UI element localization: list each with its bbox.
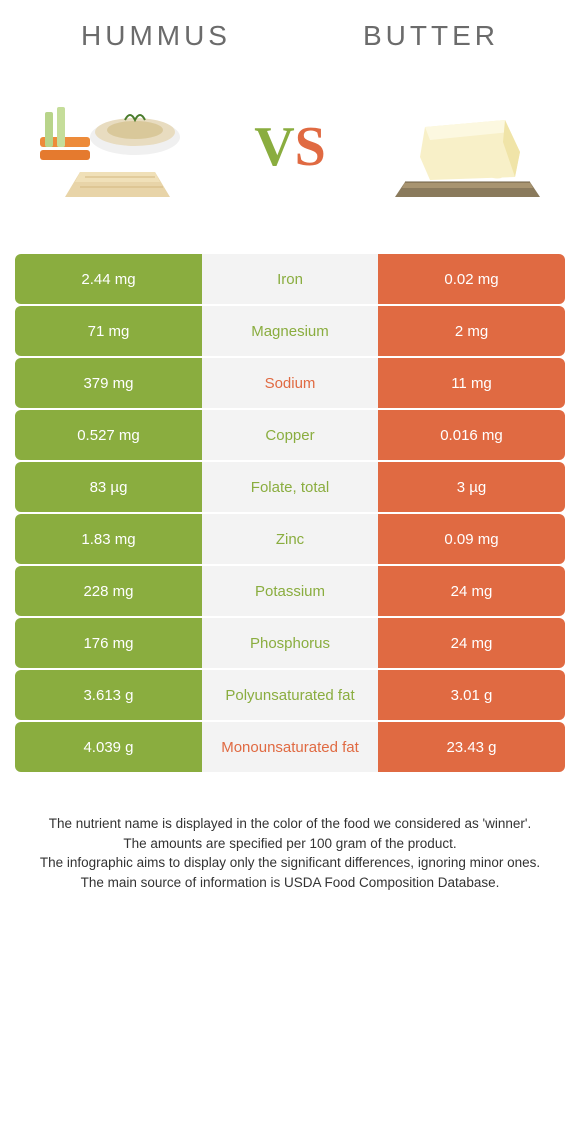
left-value-cell: 228 mg [15, 566, 202, 616]
left-value-cell: 83 µg [15, 462, 202, 512]
table-row: 228 mgPotassium24 mg [15, 566, 565, 616]
right-value-cell: 23.43 g [378, 722, 565, 772]
left-value-cell: 379 mg [15, 358, 202, 408]
nutrient-label-cell: Magnesium [202, 306, 378, 356]
footer-notes: The nutrient name is displayed in the co… [15, 814, 565, 892]
left-value-cell: 1.83 mg [15, 514, 202, 564]
right-value-cell: 24 mg [378, 618, 565, 668]
left-value-cell: 0.527 mg [15, 410, 202, 460]
left-food-title: HUMMUS [81, 20, 231, 52]
nutrient-label-cell: Copper [202, 410, 378, 460]
vs-s-letter: S [295, 116, 326, 178]
nutrient-label-cell: Folate, total [202, 462, 378, 512]
right-value-cell: 0.09 mg [378, 514, 565, 564]
note-line: The nutrient name is displayed in the co… [23, 814, 557, 834]
table-row: 71 mgMagnesium2 mg [15, 306, 565, 356]
table-row: 83 µgFolate, total3 µg [15, 462, 565, 512]
right-value-cell: 11 mg [378, 358, 565, 408]
table-row: 4.039 gMonounsaturated fat23.43 g [15, 722, 565, 772]
nutrient-label-cell: Monounsaturated fat [202, 722, 378, 772]
vs-badge: VS [254, 115, 326, 179]
right-value-cell: 24 mg [378, 566, 565, 616]
left-value-cell: 176 mg [15, 618, 202, 668]
table-row: 3.613 gPolyunsaturated fat3.01 g [15, 670, 565, 720]
table-row: 379 mgSodium11 mg [15, 358, 565, 408]
nutrient-label-cell: Polyunsaturated fat [202, 670, 378, 720]
right-value-cell: 0.02 mg [378, 254, 565, 304]
table-row: 176 mgPhosphorus24 mg [15, 618, 565, 668]
nutrient-label-cell: Iron [202, 254, 378, 304]
right-food-title: BUTTER [363, 20, 499, 52]
left-value-cell: 71 mg [15, 306, 202, 356]
hummus-image [25, 82, 205, 212]
note-line: The main source of information is USDA F… [23, 873, 557, 893]
left-value-cell: 3.613 g [15, 670, 202, 720]
right-value-cell: 3.01 g [378, 670, 565, 720]
nutrient-label-cell: Phosphorus [202, 618, 378, 668]
header: HUMMUS BUTTER [15, 20, 565, 52]
note-line: The infographic aims to display only the… [23, 853, 557, 873]
table-row: 2.44 mgIron0.02 mg [15, 254, 565, 304]
butter-icon [375, 82, 555, 212]
hummus-icon [25, 82, 205, 212]
nutrient-label-cell: Potassium [202, 566, 378, 616]
right-value-cell: 2 mg [378, 306, 565, 356]
nutrient-label-cell: Sodium [202, 358, 378, 408]
butter-image [375, 82, 555, 212]
images-row: VS [15, 82, 565, 212]
nutrient-label-cell: Zinc [202, 514, 378, 564]
table-row: 1.83 mgZinc0.09 mg [15, 514, 565, 564]
note-line: The amounts are specified per 100 gram o… [23, 834, 557, 854]
left-value-cell: 4.039 g [15, 722, 202, 772]
right-value-cell: 0.016 mg [378, 410, 565, 460]
right-value-cell: 3 µg [378, 462, 565, 512]
nutrient-table: 2.44 mgIron0.02 mg71 mgMagnesium2 mg379 … [15, 252, 565, 774]
left-value-cell: 2.44 mg [15, 254, 202, 304]
vs-v-letter: V [254, 116, 294, 178]
table-row: 0.527 mgCopper0.016 mg [15, 410, 565, 460]
